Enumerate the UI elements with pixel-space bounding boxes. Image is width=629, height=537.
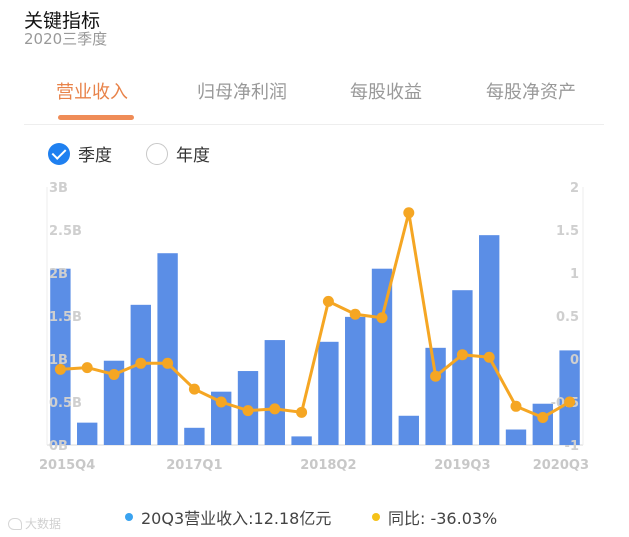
yoy-point [135, 357, 147, 369]
y-right-tick-label: -1 [565, 439, 579, 454]
bar [184, 427, 205, 445]
yoy-point [456, 349, 468, 361]
year-radio-icon[interactable] [146, 142, 168, 165]
bar [398, 415, 419, 445]
bar [371, 268, 393, 445]
metric-tabs: 营业收入 归母净利润 每股收益 每股净资产 [24, 78, 604, 125]
y-left-tick-label: 2B [49, 267, 68, 282]
y-right-tick-label: 1 [570, 267, 579, 282]
yoy-point [162, 357, 174, 369]
bar [505, 429, 527, 445]
bar [264, 340, 285, 445]
yoy-point [376, 312, 388, 324]
active-tab-indicator [58, 115, 134, 120]
x-tick-label: 2015Q4 [39, 458, 95, 473]
legend-yoy-label: 同比: -36.03% [388, 509, 498, 528]
y-right-tick-label: 2 [570, 181, 579, 196]
page-subtitle: 2020三季度 [24, 30, 108, 48]
legend-yoy: 同比: -36.03% [372, 505, 497, 529]
y-left-tick-label: 0B [49, 439, 68, 454]
quarter-checkbox-icon[interactable] [48, 142, 70, 165]
quarter-toggle[interactable]: 季度 [48, 141, 112, 166]
year-toggle[interactable]: 年度 [146, 141, 210, 166]
watermark: 大数据 [8, 515, 61, 532]
yoy-point [81, 362, 93, 374]
y-left-tick-label: 1.5B [49, 310, 82, 325]
tab-revenue[interactable]: 营业收入 [56, 82, 128, 103]
y-left-tick-label: 0.5B [49, 396, 82, 411]
legend-bar-dot-icon [125, 513, 133, 521]
tab-net-profit[interactable]: 归母净利润 [197, 82, 287, 103]
legend-revenue: 20Q3营业收入:12.18亿元 [125, 505, 331, 529]
legend-revenue-label: 20Q3营业收入:12.18亿元 [141, 509, 332, 528]
yoy-point [403, 207, 415, 219]
y-right-tick-label: 1.5 [556, 224, 579, 239]
bar [318, 341, 339, 445]
bar [425, 347, 446, 445]
x-tick-label: 2018Q2 [300, 458, 356, 473]
yoy-point [54, 363, 66, 375]
bar [130, 304, 151, 445]
x-tick-label: 2020Q3 [533, 458, 589, 473]
yoy-point [242, 405, 254, 417]
y-left-tick-label: 3B [49, 181, 68, 196]
y-left-tick-label: 1B [49, 353, 68, 368]
yoy-point [564, 396, 576, 408]
y-left-tick-label: 2.5B [49, 224, 82, 239]
bar [50, 268, 71, 445]
yoy-point [296, 406, 308, 418]
yoy-point [430, 370, 442, 382]
tab-eps[interactable]: 每股收益 [350, 82, 422, 103]
tab-bvps[interactable]: 每股净资产 [486, 82, 576, 103]
bar [157, 253, 178, 445]
legend-line-dot-icon [372, 513, 380, 521]
yoy-point [510, 400, 522, 412]
bar [479, 235, 500, 445]
y-right-tick-label: 0 [570, 353, 579, 368]
yoy-point [215, 396, 227, 408]
yoy-point [322, 295, 334, 307]
bar [452, 290, 473, 445]
yoy-point [108, 368, 120, 380]
watermark-text: 大数据 [25, 517, 62, 531]
bar [103, 360, 125, 445]
bar [77, 422, 98, 445]
yoy-point [188, 383, 200, 395]
x-tick-label: 2019Q3 [434, 458, 490, 473]
x-tick-label: 2017Q1 [166, 458, 222, 473]
yoy-point [537, 411, 549, 423]
page-title: 关键指标 [24, 10, 101, 32]
yoy-point [269, 403, 281, 415]
bar [345, 316, 366, 445]
watermark-logo-icon [8, 517, 22, 530]
bar [291, 436, 312, 445]
yoy-point [483, 351, 495, 363]
y-right-tick-label: 0.5 [556, 310, 579, 325]
yoy-point [349, 308, 361, 320]
year-label: 年度 [176, 146, 210, 166]
quarter-label: 季度 [78, 146, 112, 166]
